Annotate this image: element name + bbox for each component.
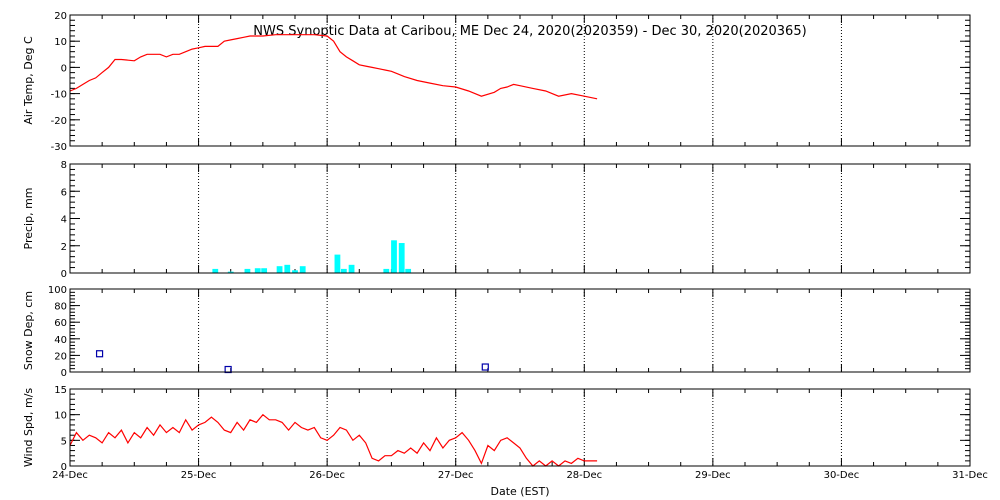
temp-y-tick-label: 0 (61, 63, 67, 74)
snow-y-tick-label: 0 (61, 368, 67, 379)
snow-point (481, 363, 489, 371)
snow-y-tick-label: 20 (54, 351, 67, 362)
temp-panel: 20 10 0 -10 -20 -30 Air Temp, Deg C (22, 11, 971, 153)
precip-y-axis-label: Precip, mm (22, 188, 35, 250)
precip-panel: 8 6 4 2 0 Precip, mm (22, 160, 971, 280)
temp-y-tick-label: -30 (51, 142, 67, 153)
precip-bar (405, 268, 412, 273)
precip-bar (284, 264, 291, 273)
wind-frame (69, 388, 971, 467)
snow-y-tick-label: 60 (54, 318, 67, 329)
temp-frame (69, 14, 971, 147)
chart-title: NWS Synoptic Data at Caribou, ME Dec 24,… (253, 24, 806, 39)
x-tick-label: 30-Dec (824, 470, 860, 481)
precip-frame (69, 163, 971, 274)
x-tick-label: 29-Dec (695, 470, 731, 481)
precip-bar (391, 240, 397, 273)
precip-bar (299, 266, 306, 273)
wind-series-line (69, 413, 598, 467)
precip-bar (383, 268, 390, 273)
x-tick-label: 26-Dec (309, 470, 345, 481)
precip-bar (398, 243, 405, 273)
x-tick-label: 31-Dec (952, 470, 988, 481)
precip-y-tick-label: 6 (61, 187, 67, 198)
precip-bar (276, 266, 283, 273)
wind-y-tick-label: 0 (61, 462, 67, 473)
precip-y-tick-label: 0 (61, 269, 67, 280)
temp-y-tick-label: 20 (54, 11, 67, 22)
snow-point (95, 350, 104, 358)
wind-panel: 15 10 5 0 Wind Spd, m/s 24-Dec 25-Dec 26-Dec 27-… (22, 385, 988, 481)
precip-bar (261, 268, 268, 273)
x-tick-label: 28-Dec (566, 470, 602, 481)
precip-bar (334, 254, 341, 273)
precip-y-tick-label: 2 (61, 242, 67, 253)
wind-y-tick-label: 5 (61, 436, 67, 447)
precip-bar (227, 271, 234, 273)
precip-bar (340, 268, 347, 273)
precip-bar (244, 268, 251, 273)
precip-y-tick-label: 8 (61, 160, 67, 171)
x-axis-label: Date (EST) (490, 485, 549, 498)
x-tick-label: 24-Dec (52, 470, 88, 481)
wind-y-tick-label: 10 (54, 411, 67, 422)
snow-y-tick-label: 100 (48, 285, 67, 296)
snow-frame (69, 288, 971, 373)
x-tick-label: 25-Dec (181, 470, 217, 481)
temp-y-tick-label: -10 (51, 90, 67, 101)
wind-y-axis-label: Wind Spd, m/s (22, 388, 35, 468)
temp-y-axis-label: Air Temp, Deg C (22, 36, 35, 125)
temp-y-tick-label: -20 (51, 116, 67, 127)
snow-y-axis-label: Snow Dep, cm (22, 291, 35, 370)
snow-y-tick-label: 40 (54, 335, 67, 346)
snow-y-tick-label: 80 (54, 302, 67, 313)
precip-bar (212, 268, 219, 273)
snow-panel: 100 80 60 40 20 0 Snow Dep, cm (22, 285, 971, 379)
snow-point (224, 365, 232, 374)
temp-series-line (69, 34, 598, 100)
temp-y-tick-label: 10 (54, 37, 67, 48)
x-tick-label: 27-Dec (438, 470, 474, 481)
wind-y-tick-label: 15 (54, 385, 67, 396)
precip-bar (348, 264, 355, 273)
precip-bar (254, 268, 261, 273)
precip-bar (292, 270, 298, 273)
precip-y-tick-label: 4 (61, 215, 67, 226)
